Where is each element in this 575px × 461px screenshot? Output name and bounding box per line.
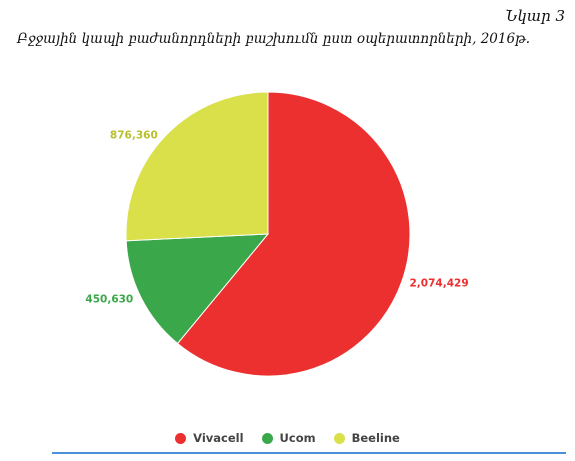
- pie-slice-vivacell[interactable]: [176, 91, 411, 377]
- pie-data-labels: 2,074,429 450,630 876,360: [85, 130, 468, 306]
- data-label-beeline: 876,360: [110, 130, 158, 142]
- legend-item-ucom[interactable]: Ucom: [261, 431, 316, 445]
- legend-label-beeline: Beeline: [351, 431, 400, 445]
- pie-slices: [125, 91, 411, 377]
- bottom-divider: [52, 452, 566, 454]
- legend-swatch-vivacell: [175, 432, 187, 444]
- figure-label: Նկար 3: [505, 7, 565, 25]
- chart-legend: Vivacell Ucom Beeline: [0, 431, 575, 445]
- legend-label-ucom: Ucom: [279, 431, 316, 445]
- legend-swatch-beeline: [333, 432, 345, 444]
- legend-label-vivacell: Vivacell: [193, 431, 244, 445]
- pie-slice-ucom[interactable]: [125, 233, 270, 345]
- data-label-vivacell: 2,074,429: [410, 278, 469, 290]
- legend-item-vivacell[interactable]: Vivacell: [175, 431, 244, 445]
- chart-title: Բջջային կապի բաժանորդների բաշխումն ըստ օ…: [17, 31, 531, 47]
- legend-item-beeline[interactable]: Beeline: [333, 431, 400, 445]
- pie-slice-beeline[interactable]: [125, 91, 269, 242]
- legend-swatch-ucom: [261, 432, 273, 444]
- data-label-ucom: 450,630: [85, 293, 133, 305]
